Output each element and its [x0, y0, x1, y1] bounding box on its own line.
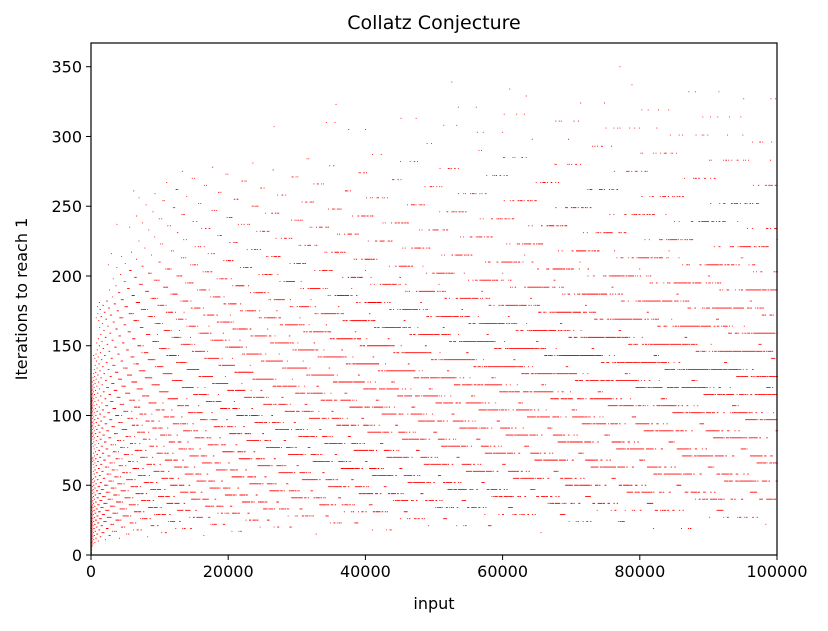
y-axis-label: Iterations to reach 1 — [12, 218, 31, 381]
y-tick-label: 150 — [51, 337, 82, 356]
x-tick-label: 100000 — [746, 562, 807, 581]
y-tick-label: 100 — [51, 406, 82, 425]
x-tick-label: 60000 — [477, 562, 528, 581]
y-tick-label: 200 — [51, 267, 82, 286]
x-tick-label: 80000 — [614, 562, 665, 581]
y-axis-ticks: 0 50 100 150 200 250 300 350 — [51, 58, 91, 565]
x-axis-ticks: 0 20000 40000 60000 80000 100000 — [86, 555, 808, 581]
plot-frame — [90, 42, 778, 556]
x-tick-label: 20000 — [203, 562, 254, 581]
y-tick-label: 50 — [62, 476, 82, 495]
y-tick-label: 250 — [51, 197, 82, 216]
data-points-layer — [91, 66, 778, 556]
x-axis-label: input — [413, 594, 454, 613]
y-tick-label: 0 — [72, 546, 82, 565]
x-tick-label: 0 — [86, 562, 96, 581]
y-tick-label: 300 — [51, 127, 82, 146]
data-point-series — [91, 66, 778, 556]
x-tick-label: 40000 — [340, 562, 391, 581]
y-tick-label: 350 — [51, 58, 82, 77]
chart-title: Collatz Conjecture — [347, 12, 520, 34]
